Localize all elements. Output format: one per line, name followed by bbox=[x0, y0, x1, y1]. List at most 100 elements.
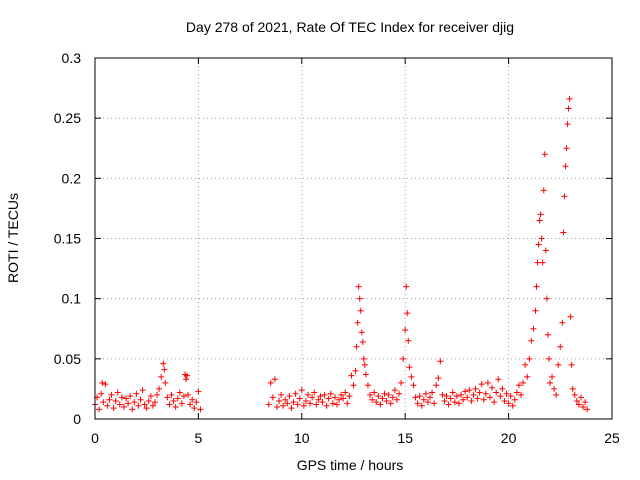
data-point bbox=[391, 387, 398, 394]
data-point bbox=[118, 394, 125, 401]
data-point bbox=[108, 391, 115, 398]
data-point bbox=[537, 211, 544, 218]
data-point bbox=[353, 343, 360, 350]
data-point bbox=[346, 393, 353, 400]
data-point bbox=[342, 389, 349, 396]
data-point bbox=[462, 388, 469, 395]
data-point bbox=[563, 145, 570, 152]
data-point bbox=[580, 403, 587, 410]
data-point bbox=[569, 385, 576, 392]
data-point bbox=[302, 397, 309, 404]
data-point bbox=[114, 389, 121, 396]
data-point bbox=[435, 375, 442, 382]
data-point bbox=[538, 235, 545, 242]
data-point bbox=[327, 390, 334, 397]
data-point bbox=[350, 382, 357, 389]
data-point bbox=[359, 338, 366, 345]
data-point bbox=[535, 241, 542, 248]
data-point bbox=[503, 390, 510, 397]
data-point bbox=[495, 376, 502, 383]
data-point bbox=[176, 389, 183, 396]
data-point bbox=[561, 193, 568, 200]
data-point bbox=[158, 373, 165, 380]
data-point bbox=[414, 400, 421, 407]
data-point bbox=[373, 399, 380, 406]
y-tick-label: 0.1 bbox=[62, 291, 82, 307]
data-point bbox=[284, 400, 291, 407]
data-point bbox=[362, 371, 369, 378]
data-point bbox=[406, 364, 413, 371]
data-point bbox=[540, 187, 547, 194]
data-point bbox=[185, 391, 192, 398]
data-point bbox=[141, 401, 148, 408]
data-point bbox=[377, 401, 384, 408]
data-point bbox=[489, 384, 496, 391]
data-point bbox=[286, 393, 293, 400]
x-tick-label: 10 bbox=[294, 430, 310, 446]
x-tick-label: 0 bbox=[91, 430, 99, 446]
data-point bbox=[120, 403, 127, 410]
data-point bbox=[193, 399, 200, 406]
data-point bbox=[404, 310, 411, 317]
data-point bbox=[443, 393, 450, 400]
data-point bbox=[460, 396, 467, 403]
data-point bbox=[544, 331, 551, 338]
data-point bbox=[427, 394, 434, 401]
data-point bbox=[371, 389, 378, 396]
data-point bbox=[338, 391, 345, 398]
data-point bbox=[539, 259, 546, 266]
y-axis-label: ROTI / TECUs bbox=[5, 193, 21, 283]
data-point bbox=[534, 259, 541, 266]
data-point bbox=[145, 397, 152, 404]
data-point bbox=[282, 396, 289, 403]
data-point bbox=[195, 388, 202, 395]
data-point bbox=[582, 399, 589, 406]
data-point bbox=[528, 337, 535, 344]
data-point bbox=[393, 396, 400, 403]
data-point bbox=[464, 394, 471, 401]
data-point bbox=[472, 385, 479, 392]
data-point bbox=[466, 387, 473, 394]
data-point bbox=[104, 402, 111, 409]
data-point bbox=[520, 379, 527, 386]
data-point bbox=[161, 366, 168, 373]
data-point bbox=[369, 396, 376, 403]
data-point bbox=[564, 121, 571, 128]
data-point bbox=[575, 401, 582, 408]
data-point bbox=[180, 393, 187, 400]
data-point bbox=[360, 355, 367, 362]
data-point bbox=[98, 390, 105, 397]
data-point bbox=[410, 382, 417, 389]
data-point bbox=[568, 361, 575, 368]
data-point bbox=[292, 390, 299, 397]
x-tick-labels: 0 5 10 15 20 25 bbox=[91, 430, 620, 446]
data-point bbox=[486, 394, 493, 401]
data-point bbox=[451, 399, 458, 406]
data-point bbox=[354, 319, 361, 326]
x-axis-label: GPS time / hours bbox=[297, 457, 404, 473]
data-point bbox=[431, 400, 438, 407]
data-point bbox=[565, 105, 572, 112]
data-point bbox=[526, 355, 533, 362]
data-point bbox=[137, 396, 144, 403]
y-tick-label: 0.2 bbox=[62, 170, 82, 186]
data-point bbox=[381, 390, 388, 397]
data-point bbox=[154, 391, 161, 398]
data-point bbox=[408, 373, 415, 380]
data-point bbox=[265, 401, 272, 408]
data-point bbox=[541, 151, 548, 158]
y-tick-label: 0.25 bbox=[54, 110, 81, 126]
data-point bbox=[389, 394, 396, 401]
data-point bbox=[321, 391, 328, 398]
data-point bbox=[361, 361, 368, 368]
data-point bbox=[174, 395, 181, 402]
data-point bbox=[445, 401, 452, 408]
x-tick-label: 5 bbox=[195, 430, 203, 446]
data-point bbox=[560, 229, 567, 236]
data-point bbox=[106, 396, 113, 403]
data-point bbox=[567, 313, 574, 320]
data-point bbox=[319, 399, 326, 406]
data-point bbox=[453, 393, 460, 400]
data-point bbox=[168, 391, 175, 398]
